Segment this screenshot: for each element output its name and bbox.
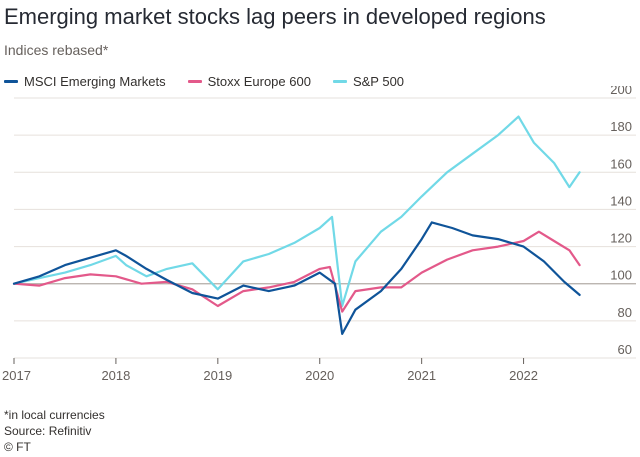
legend-item-msci: MSCI Emerging Markets bbox=[4, 74, 166, 89]
legend-swatch-sp500 bbox=[332, 80, 347, 83]
series-lines bbox=[12, 115, 581, 335]
series-line-stoxx-europe-600 bbox=[12, 230, 581, 313]
x-tick-label-2021: 2021 bbox=[407, 368, 436, 383]
legend-swatch-msci bbox=[4, 80, 18, 83]
legend: MSCI Emerging Markets Stoxx Europe 600 S… bbox=[4, 74, 404, 89]
x-axis-ticks: 2017 2018 2019 2020 2021 2022 bbox=[2, 358, 538, 383]
legend-item-sp500: S&P 500 bbox=[332, 74, 405, 89]
legend-label-stoxx: Stoxx Europe 600 bbox=[207, 74, 311, 89]
legend-swatch-stoxx bbox=[187, 80, 202, 83]
series-line-s-p-500 bbox=[12, 115, 581, 308]
x-tick-label-2022: 2022 bbox=[509, 368, 538, 383]
x-tick-label-2017: 2017 bbox=[2, 368, 31, 383]
x-tick-label-2020: 2020 bbox=[305, 368, 334, 383]
y-tick-label-180: 180 bbox=[610, 119, 632, 134]
x-tick-label-2018: 2018 bbox=[101, 368, 130, 383]
legend-item-stoxx: Stoxx Europe 600 bbox=[187, 74, 311, 89]
series-line-msci-emerging-markets bbox=[12, 221, 581, 335]
x-tick-label-2019: 2019 bbox=[203, 368, 232, 383]
legend-label-sp500: S&P 500 bbox=[352, 74, 405, 89]
y-tick-label-60: 60 bbox=[618, 342, 632, 357]
y-tick-label-160: 160 bbox=[610, 156, 632, 171]
source-note: Source: Refinitiv bbox=[4, 424, 92, 438]
footnote: *in local currencies bbox=[4, 408, 105, 422]
chart-subtitle: Indices rebased* bbox=[4, 42, 109, 58]
credit: © FT bbox=[4, 440, 31, 454]
y-tick-label-140: 140 bbox=[610, 193, 632, 208]
chart-title: Emerging market stocks lag peers in deve… bbox=[4, 4, 546, 29]
legend-label-msci: MSCI Emerging Markets bbox=[24, 74, 166, 89]
y-tick-label-80: 80 bbox=[618, 305, 632, 320]
y-tick-label-120: 120 bbox=[610, 231, 632, 246]
y-tick-label-100: 100 bbox=[610, 268, 632, 283]
y-tick-label-200: 200 bbox=[610, 86, 632, 97]
y-axis-ticks: 60 80 100 120 140 160 180 200 bbox=[610, 86, 632, 357]
gridlines bbox=[14, 97, 636, 359]
